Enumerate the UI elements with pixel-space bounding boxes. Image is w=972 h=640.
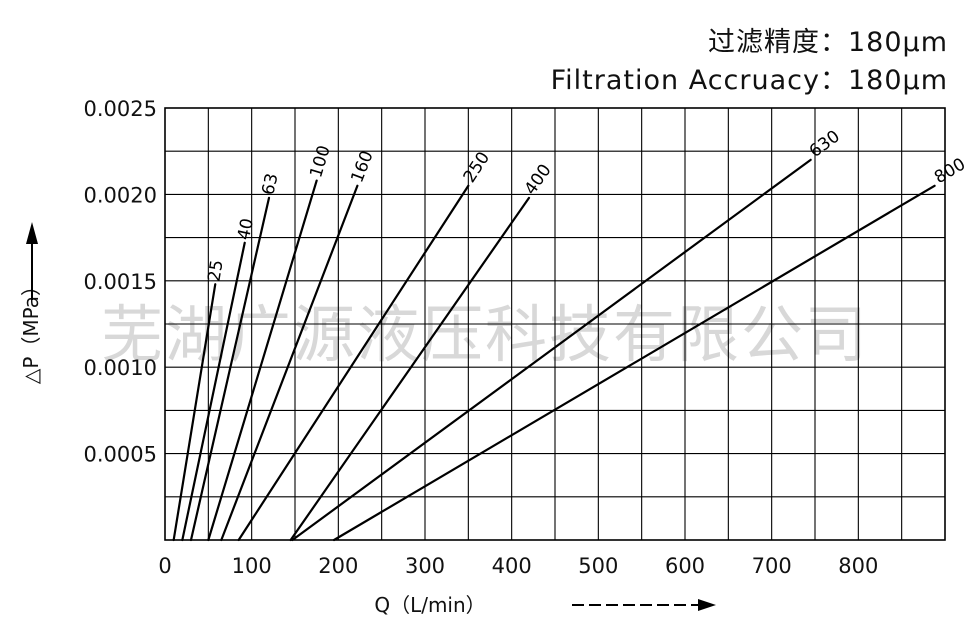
plot-frame (164, 107, 946, 541)
x-tick-label: 100 (232, 554, 272, 578)
x-tick-label: 300 (405, 554, 445, 578)
y-tick-label: 0.0025 (84, 97, 157, 121)
y-tick-label: 0.0020 (84, 183, 157, 207)
series-line-630 (291, 158, 812, 542)
y-tick-label: 0.0005 (84, 443, 157, 467)
series-line-63 (189, 196, 271, 542)
y-tick-label: 0.0015 (84, 270, 157, 294)
series-label-400: 400 (521, 161, 556, 199)
series-label-630: 630 (806, 127, 844, 162)
filtration-accuracy-en: Filtration Accruacy：180μm (550, 65, 948, 96)
x-tick-label: 700 (752, 554, 792, 578)
series-line-250 (237, 184, 470, 542)
series-line-400 (289, 196, 531, 542)
x-tick-label: 0 (158, 554, 171, 578)
x-tick-label: 800 (838, 554, 878, 578)
y-tick-label: 0.0010 (84, 356, 157, 380)
filtration-accuracy-cn: 过滤精度：180μm (707, 27, 948, 58)
y-axis-arrow-head (26, 222, 38, 244)
series-line-40 (181, 241, 246, 542)
x-axis-label: Q（L/min） (374, 593, 485, 617)
series-label-63: 63 (258, 171, 282, 197)
series-line-160 (220, 184, 359, 542)
x-tick-label: 200 (318, 554, 358, 578)
series-label-250: 250 (460, 148, 494, 186)
x-tick-label: 500 (578, 554, 618, 578)
series-line-25 (172, 283, 217, 542)
watermark: 芜湖广源液压科技有限公司 (101, 298, 869, 371)
series-line-800 (332, 184, 936, 542)
x-axis-arrow-head (698, 599, 716, 611)
series-label-100: 100 (306, 143, 335, 180)
series-label-800: 800 (931, 154, 969, 188)
x-tick-label: 400 (492, 554, 532, 578)
series-label-40: 40 (234, 216, 258, 241)
x-tick-label: 600 (665, 554, 705, 578)
series-line-100 (207, 179, 318, 542)
series-label-160: 160 (347, 148, 377, 185)
series-label-25: 25 (204, 259, 227, 284)
